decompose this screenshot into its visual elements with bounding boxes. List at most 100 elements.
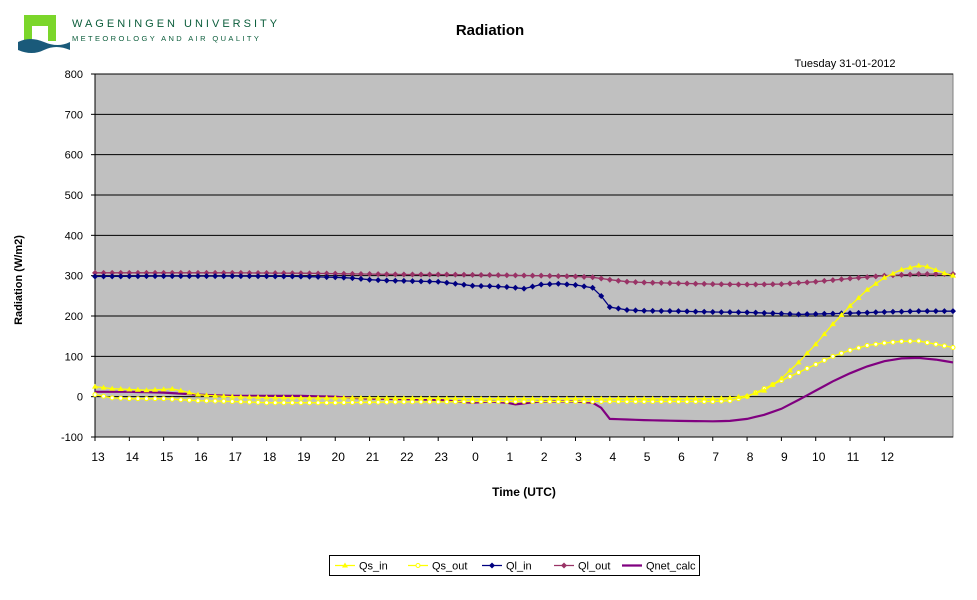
data-point	[143, 396, 149, 402]
data-point	[349, 394, 356, 400]
data-point	[478, 271, 485, 278]
university-name: WAGENINGEN UNIVERSITY	[72, 18, 281, 30]
data-point	[864, 309, 871, 316]
data-point	[126, 396, 132, 402]
data-point	[718, 395, 725, 401]
plot-area	[94, 73, 954, 438]
x-tick-label: 16	[194, 450, 208, 464]
data-point	[864, 274, 871, 281]
data-point	[246, 269, 253, 276]
data-point	[916, 338, 922, 344]
data-point	[469, 395, 476, 401]
data-point	[744, 309, 751, 316]
x-tick-label: 20	[332, 450, 346, 464]
data-point	[460, 395, 467, 401]
data-point	[812, 278, 819, 285]
data-point	[589, 274, 596, 281]
data-point	[933, 341, 939, 347]
data-point	[795, 311, 802, 318]
data-point	[615, 305, 622, 312]
data-point	[529, 395, 536, 401]
y-tick-label: 600	[65, 150, 83, 162]
data-point	[255, 394, 262, 400]
data-point	[726, 309, 733, 316]
data-point	[632, 395, 639, 401]
data-point	[349, 400, 355, 406]
data-point	[538, 272, 545, 279]
data-point	[460, 271, 467, 278]
data-point	[701, 395, 708, 401]
data-point	[581, 395, 588, 401]
data-point	[246, 273, 253, 280]
data-point	[418, 278, 425, 285]
data-point	[899, 338, 905, 344]
data-point	[658, 395, 665, 401]
y-tick-label: 200	[65, 311, 83, 323]
data-point	[623, 395, 630, 401]
data-point	[555, 280, 562, 287]
data-point	[383, 271, 390, 278]
data-point	[220, 273, 227, 280]
data-point	[709, 308, 716, 315]
data-point	[297, 394, 304, 400]
data-point	[941, 343, 947, 349]
data-point	[889, 270, 896, 276]
data-point	[521, 395, 527, 401]
data-point	[786, 310, 793, 317]
data-point	[409, 399, 415, 405]
data-point	[409, 271, 416, 278]
data-point	[684, 280, 691, 287]
data-point	[332, 274, 339, 281]
data-point	[272, 270, 279, 277]
data-point	[563, 273, 570, 280]
data-point	[941, 270, 948, 276]
data-point	[572, 273, 579, 280]
legend-label: Ql_in	[506, 561, 532, 573]
data-point	[538, 395, 545, 401]
data-point	[503, 283, 510, 290]
data-point	[118, 395, 124, 401]
data-point	[306, 270, 313, 277]
data-point	[452, 395, 459, 401]
y-tick-label: 0	[77, 392, 83, 404]
data-point	[375, 277, 382, 284]
data-point	[143, 269, 150, 276]
data-point	[195, 398, 201, 404]
legend-marker	[415, 563, 421, 568]
data-point	[289, 394, 296, 400]
data-point	[126, 386, 133, 392]
data-point	[427, 399, 433, 405]
data-point	[229, 269, 236, 276]
data-point	[804, 365, 810, 371]
x-tick-label: 4	[609, 450, 616, 464]
data-point	[872, 309, 879, 316]
data-point	[229, 393, 236, 399]
y-tick-label: 500	[65, 190, 83, 202]
data-point	[932, 267, 939, 273]
data-point	[117, 273, 124, 280]
data-point	[778, 375, 785, 381]
data-point	[855, 274, 862, 281]
data-point	[126, 269, 133, 276]
data-point	[392, 399, 398, 405]
wageningen-logo	[18, 15, 70, 53]
x-tick-label: 12	[881, 450, 895, 464]
data-point	[332, 394, 339, 400]
data-point	[804, 311, 811, 318]
data-point	[366, 394, 373, 400]
x-tick-label: 1	[506, 450, 513, 464]
data-point	[92, 273, 98, 280]
data-point	[486, 283, 493, 290]
data-point	[701, 280, 708, 287]
x-tick-label: 22	[400, 450, 414, 464]
data-point	[392, 395, 399, 401]
data-point	[538, 281, 545, 288]
data-point	[426, 395, 433, 401]
data-point	[641, 307, 648, 314]
data-point	[856, 345, 862, 351]
data-point	[821, 277, 828, 284]
data-point	[932, 271, 939, 278]
data-point	[255, 269, 262, 276]
data-point	[529, 283, 536, 290]
data-point	[769, 310, 776, 317]
